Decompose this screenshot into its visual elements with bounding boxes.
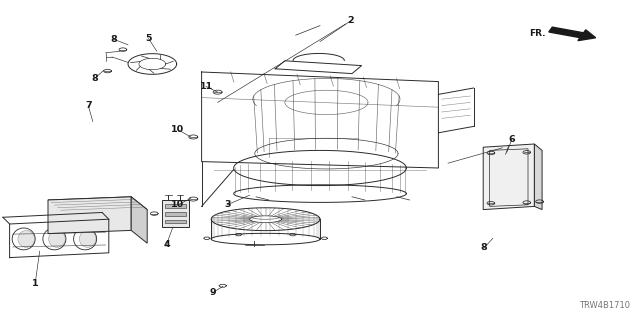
Bar (165, 212, 186, 216)
Text: 2: 2 (348, 16, 354, 25)
Text: 8: 8 (110, 35, 116, 44)
Polygon shape (548, 27, 596, 41)
Text: 5: 5 (145, 34, 152, 43)
Ellipse shape (49, 230, 65, 247)
Bar (162, 200, 189, 227)
Bar (165, 204, 186, 208)
Polygon shape (48, 197, 131, 234)
Text: 8: 8 (481, 244, 487, 252)
Text: 8: 8 (92, 74, 98, 83)
Text: 3: 3 (224, 200, 230, 209)
Text: TRW4B1710: TRW4B1710 (579, 301, 630, 310)
Bar (165, 220, 186, 223)
Text: 10: 10 (172, 200, 184, 209)
Text: 4: 4 (163, 240, 170, 249)
Text: 11: 11 (200, 82, 212, 91)
Polygon shape (131, 197, 147, 243)
Text: 6: 6 (509, 135, 515, 144)
Text: 1: 1 (32, 279, 38, 288)
Text: 7: 7 (85, 101, 92, 110)
Text: 9: 9 (209, 288, 216, 297)
Polygon shape (48, 197, 147, 213)
Polygon shape (483, 144, 534, 210)
Ellipse shape (18, 230, 35, 247)
Ellipse shape (79, 230, 96, 247)
Polygon shape (534, 144, 542, 210)
Text: FR.: FR. (529, 29, 546, 38)
Text: 10: 10 (172, 125, 184, 134)
